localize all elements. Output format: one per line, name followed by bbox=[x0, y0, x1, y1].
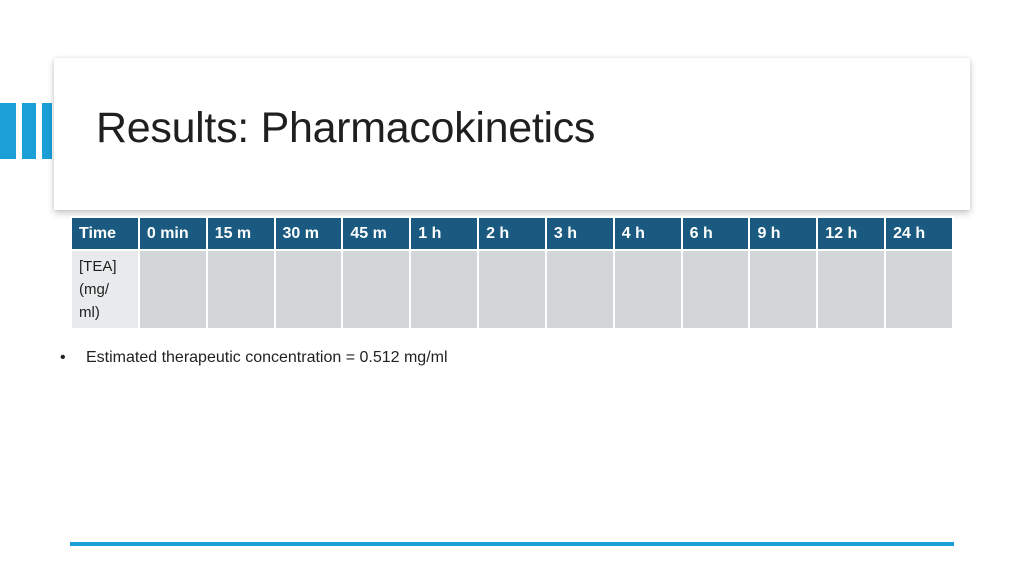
title-card: Results: Pharmacokinetics bbox=[54, 58, 970, 210]
table-cell bbox=[612, 249, 683, 330]
table-cell bbox=[341, 249, 412, 330]
row-label-line: (mg/ bbox=[79, 281, 109, 298]
table-cell bbox=[816, 249, 887, 330]
table-cell bbox=[273, 249, 344, 330]
slide-title: Results: Pharmacokinetics bbox=[96, 104, 596, 152]
column-header: 0 min bbox=[137, 216, 208, 251]
accent-bars bbox=[0, 103, 52, 159]
table-cell bbox=[680, 249, 751, 330]
table-cell bbox=[137, 249, 208, 330]
column-header: 6 h bbox=[680, 216, 751, 251]
column-header-time: Time bbox=[70, 216, 140, 251]
bullet-marker: • bbox=[60, 349, 66, 366]
row-label-line: [TEA] bbox=[79, 258, 117, 275]
table-cell bbox=[409, 249, 480, 330]
table-header-row: Time 0 min 15 m 30 m 45 m 1 h 2 h 3 h 4 … bbox=[70, 216, 954, 251]
table-cell bbox=[544, 249, 615, 330]
column-header: 1 h bbox=[409, 216, 480, 251]
column-header: 2 h bbox=[477, 216, 547, 251]
column-header: 4 h bbox=[612, 216, 683, 251]
bullet-item: • Estimated therapeutic concentration = 0… bbox=[60, 349, 448, 367]
column-header: 30 m bbox=[273, 216, 344, 251]
table-row: [TEA] (mg/ ml) bbox=[70, 249, 954, 330]
column-header: 24 h bbox=[884, 216, 954, 251]
column-header: 45 m bbox=[341, 216, 412, 251]
accent-bar bbox=[0, 103, 16, 159]
accent-bar bbox=[42, 103, 52, 159]
column-header: 15 m bbox=[205, 216, 276, 251]
table-cell bbox=[884, 249, 954, 330]
column-header: 12 h bbox=[816, 216, 887, 251]
table-cell bbox=[205, 249, 276, 330]
row-label-tea: [TEA] (mg/ ml) bbox=[70, 249, 140, 330]
column-header: 9 h bbox=[748, 216, 819, 251]
column-header: 3 h bbox=[544, 216, 615, 251]
row-label-line: ml) bbox=[79, 304, 100, 321]
pharmacokinetics-table: Time 0 min 15 m 30 m 45 m 1 h 2 h 3 h 4 … bbox=[70, 216, 954, 330]
accent-bar bbox=[22, 103, 36, 159]
bullet-text: Estimated therapeutic concentration = 0.… bbox=[86, 349, 448, 366]
table-cell bbox=[477, 249, 547, 330]
table-cell bbox=[748, 249, 819, 330]
footer-accent-line bbox=[70, 542, 954, 546]
